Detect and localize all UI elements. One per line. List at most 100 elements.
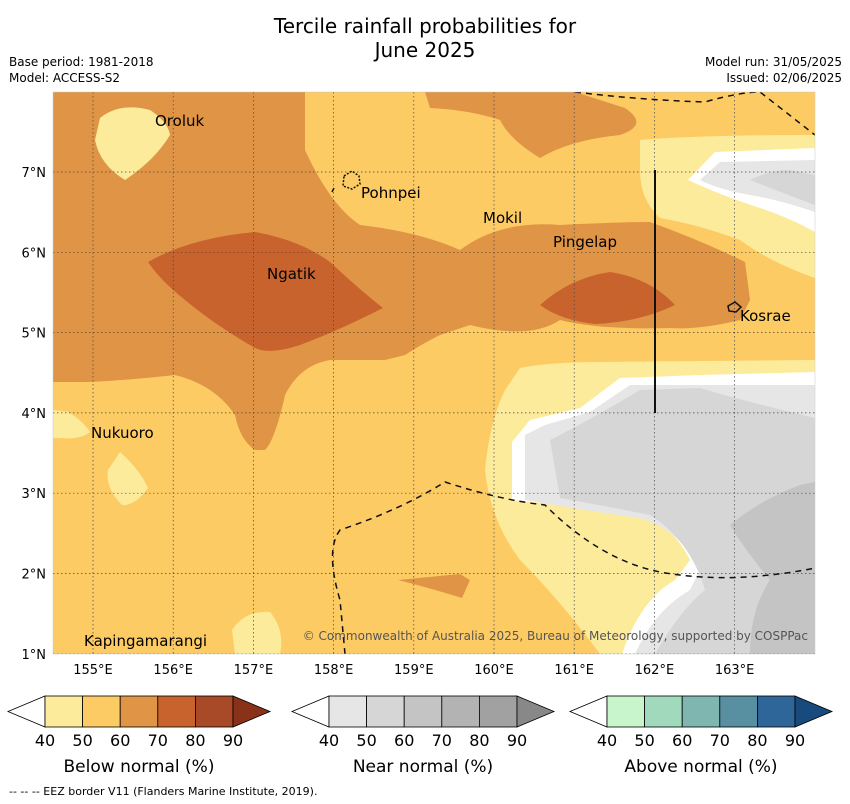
- legend-tick-label: 90: [507, 731, 527, 750]
- below-40-south: [107, 452, 148, 506]
- legend-extend-low: [568, 695, 608, 728]
- below-70-pingelap: [540, 272, 675, 324]
- near-60-southeast: [730, 482, 815, 654]
- legend-extend-low: [6, 695, 46, 728]
- lon-tick-label: 162°E: [635, 663, 675, 678]
- legend-extend-high: [794, 695, 834, 728]
- lon-tick-label: 160°E: [474, 663, 514, 678]
- legend-tick-label: 50: [72, 731, 92, 750]
- below-60-top: [425, 92, 637, 158]
- lat-tick-label: 3°N: [22, 487, 47, 502]
- pohnpei-islet-mark: [331, 187, 335, 193]
- base-period: Base period: 1981-2018: [9, 55, 154, 69]
- legend-tick-label: 60: [394, 731, 414, 750]
- map-frame: [52, 91, 816, 655]
- eez-border: [331, 92, 815, 654]
- legend-swatch: [681, 695, 721, 728]
- legend-swatch: [194, 695, 234, 728]
- legend-swatch: [328, 695, 367, 728]
- lon-tick-label: 157°E: [234, 663, 274, 678]
- kosrae-island: [727, 301, 743, 313]
- legend-tick-label: 50: [634, 731, 654, 750]
- legend-tick-label: 80: [747, 731, 767, 750]
- model-run: Model run: 31/05/2025: [704, 55, 842, 69]
- legend-title: Above normal (%): [624, 757, 777, 777]
- place-pohnpei: Pohnpei: [361, 184, 421, 202]
- place-ngatik: Ngatik: [267, 265, 316, 283]
- legend-tick-label: 60: [672, 731, 692, 750]
- legend-swatch: [119, 695, 159, 728]
- lat-tick-label: 6°N: [22, 246, 47, 261]
- below-60-south: [398, 574, 470, 598]
- legend-swatch: [719, 695, 758, 728]
- legend-swatch: [478, 695, 518, 728]
- below-40-oroluk: [95, 107, 170, 180]
- lat-tick-label: 1°N: [22, 648, 47, 663]
- legend-colorbar: 40 50 60 70 80 90 Above normal (%): [568, 695, 834, 777]
- legend-tick-label: 70: [432, 731, 452, 750]
- title-line-1: Tercile rainfall probabilities for: [273, 14, 577, 38]
- title-line-2: June 2025: [374, 38, 476, 62]
- legend-title: Below normal (%): [64, 757, 215, 777]
- place-kosrae: Kosrae: [740, 307, 791, 325]
- place-pingelap: Pingelap: [553, 233, 617, 251]
- below-70-ngatik: [148, 232, 383, 351]
- legend-extend-low: [290, 695, 330, 728]
- meta-left: Base period: 1981-2018 Model: ACCESS-S2: [9, 54, 154, 86]
- legend-extend-high: [232, 695, 272, 728]
- legend-swatch: [644, 695, 683, 728]
- near-50-southeast: [550, 388, 815, 654]
- below-40-bottom: [232, 611, 282, 654]
- legend-colorbar: 40 50 60 70 80 90 Below normal (%): [6, 695, 272, 777]
- legend-tick-label: 90: [785, 731, 805, 750]
- lon-tick-label: 156°E: [153, 663, 193, 678]
- footer-note: -- -- -- EEZ border V11 (Flanders Marine…: [9, 785, 318, 798]
- below-60-region: [53, 92, 750, 450]
- issued-date: Issued: 02/06/2025: [726, 71, 842, 85]
- lon-tick-label: 163°E: [715, 663, 755, 678]
- legend-swatch: [44, 695, 83, 728]
- lon-tick-label: 155°E: [73, 663, 113, 678]
- lat-tick-label: 4°N: [22, 407, 47, 422]
- copyright-text: © Commonwealth of Australia 2025, Bureau…: [303, 629, 808, 643]
- legend-swatch: [366, 695, 405, 728]
- lon-tick-label: 161°E: [554, 663, 594, 678]
- lon-tick-label: 158°E: [314, 663, 354, 678]
- legend-tick-label: 40: [35, 731, 55, 750]
- place-nukuoro: Nukuoro: [91, 424, 154, 442]
- legend-tick-label: 70: [710, 731, 730, 750]
- place-oroluk: Oroluk: [155, 112, 204, 130]
- place-mokil: Mokil: [483, 209, 522, 227]
- lat-tick-label: 2°N: [22, 568, 47, 583]
- lon-tick-label: 159°E: [394, 663, 434, 678]
- legend-swatch: [606, 695, 645, 728]
- lat-tick-label: 5°N: [22, 327, 47, 342]
- legend-swatch: [82, 695, 121, 728]
- map-area: Oroluk Pohnpei Mokil Pingelap Ngatik Kos…: [53, 92, 815, 654]
- legend-tick-label: 60: [110, 731, 130, 750]
- legend-tick-label: 90: [223, 731, 243, 750]
- legend-extend-high: [516, 695, 556, 728]
- legend-tick-label: 40: [319, 731, 339, 750]
- legend-swatch: [157, 695, 196, 728]
- model-name: Model: ACCESS-S2: [9, 71, 121, 85]
- legend-title: Near normal (%): [353, 757, 493, 777]
- meta-right: Model run: 31/05/2025 Issued: 02/06/2025: [705, 54, 842, 86]
- near-50-corner: [750, 170, 815, 205]
- legend-colorbar: 40 50 60 70 80 90 Near normal (%): [290, 695, 556, 777]
- legend-swatch: [757, 695, 796, 728]
- legends: 40 50 60 70 80 90 Below normal (%) 40 50 60 70 80 90…: [6, 695, 834, 777]
- legend-swatch: [403, 695, 443, 728]
- pohnpei-island: [342, 170, 361, 190]
- axis-labels: 155°E 156°E 157°E 158°E 159°E 160°E 161°E 162°E…: [22, 166, 755, 678]
- legend-tick-label: 80: [469, 731, 489, 750]
- lat-tick-label: 7°N: [22, 166, 47, 181]
- map-title: Tercile rainfall probabilities for June …: [0, 14, 850, 62]
- legend-tick-label: 70: [148, 731, 168, 750]
- legend-tick-label: 80: [185, 731, 205, 750]
- legend-tick-label: 50: [356, 731, 376, 750]
- legend-tick-label: 40: [597, 731, 617, 750]
- below-40-nukuoro: [53, 410, 90, 439]
- legend-swatch: [441, 695, 480, 728]
